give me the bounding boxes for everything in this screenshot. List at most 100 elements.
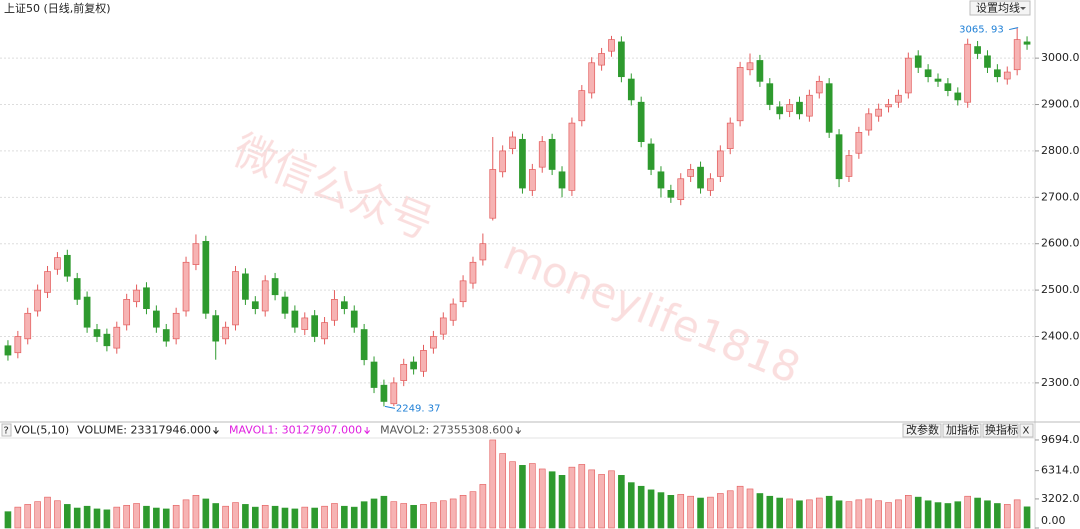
volume-bar [430,502,437,529]
volume-bar [54,500,61,529]
y-tick-label: 0.00 [1041,514,1066,527]
candle-body [449,303,457,321]
button-label[interactable]: 换指标 [985,423,1018,437]
close-button[interactable] [1019,423,1034,438]
svg-text:moneylife1818: moneylife1818 [497,230,807,393]
candle-body [598,53,605,66]
candle-body [875,108,882,117]
readout: MAVOL2: 27355308.600 [380,424,513,437]
volume-bar [291,508,299,529]
volume-bar [677,494,685,529]
volume-bar [14,506,22,529]
y-tick-label: 3000.00 [1041,51,1080,64]
candle-body [133,289,140,303]
volume-bar [34,501,41,529]
volume-bar [667,495,675,529]
volume-bar [825,495,833,529]
readout: MAVOL1: 30127907.000 [229,424,362,437]
volume-bar [806,499,813,529]
volume-bar [835,500,843,529]
volume-bar [786,498,793,529]
candle-body [934,78,942,82]
candle-body [54,257,61,270]
candle-body [776,106,784,115]
candle-body [469,261,477,284]
volume-bar [439,500,447,529]
candle-body [835,134,843,180]
volume-bar [548,471,556,529]
button[interactable] [982,423,1019,438]
close-label[interactable]: X [1023,426,1030,437]
candle-body [143,287,150,310]
volume-bar [519,465,526,529]
volume-bar [133,503,140,529]
candle-body [637,101,645,142]
volume-bar [400,503,408,529]
candle-body [796,101,803,115]
volume-bar [222,505,229,529]
candle-body [420,350,427,372]
volume-bar [934,502,942,529]
candle-body [904,57,912,94]
watermark-text: moneylife1818 [497,230,807,393]
candle-body [103,333,111,347]
button-label[interactable]: 加指标 [946,423,979,437]
button-label[interactable]: 改参数 [906,423,939,437]
candle-body [271,278,279,296]
candle-body [24,312,32,340]
readout-arrow [364,427,370,435]
volume-bar [914,496,922,529]
volume-bar [717,493,724,529]
button[interactable] [902,423,942,438]
candle-body [212,315,220,342]
volume-bar [588,469,596,529]
candle-body [489,169,497,219]
y-tick-label: 2300.00 [1041,376,1080,389]
watermark-text: 微信公众号 [227,125,440,249]
candle-body [341,301,348,310]
annotation-label: 3065. 93 [959,25,1004,36]
candle-body [845,155,853,177]
candle-body [667,190,675,198]
volume-bar [341,505,348,529]
candle-body [618,41,625,78]
volume-bar [301,506,309,529]
candle-body [964,43,972,103]
candle-body [548,138,556,170]
ma-button-label[interactable]: 设置均线 [976,1,1020,15]
volume-bar [331,503,338,529]
volume-bar [390,501,398,529]
volume-bar [449,498,457,529]
candle-body [519,138,526,189]
button[interactable] [942,423,982,438]
candle-body [390,382,398,405]
volume-bar [944,503,952,529]
help-button[interactable] [1,423,12,437]
candle-body [499,150,507,173]
candle-body [736,67,744,122]
volume-bar [954,501,962,529]
help-label[interactable]: ? [4,426,9,437]
candle-body [1003,71,1011,80]
candle-body [281,296,289,314]
volume-bar [4,511,12,529]
candle-body [815,80,823,94]
candle-body [439,317,447,335]
y-tick-label: 9694.00 [1041,433,1080,446]
volume-bar [529,463,536,529]
candle-body [182,261,190,312]
volume-bar [83,505,91,529]
candle-body [479,243,487,261]
candle-body [232,271,239,326]
candle-body [380,384,388,402]
candle-body [73,278,81,300]
candle-body [538,141,546,168]
volume-bar [865,498,873,529]
ma-button[interactable] [969,0,1031,16]
candle-body [251,301,259,310]
volume-bar [350,506,358,529]
volume-bar [479,484,487,529]
volume-bar [637,485,645,529]
volume-bar [924,500,932,529]
candle-body [430,336,437,349]
